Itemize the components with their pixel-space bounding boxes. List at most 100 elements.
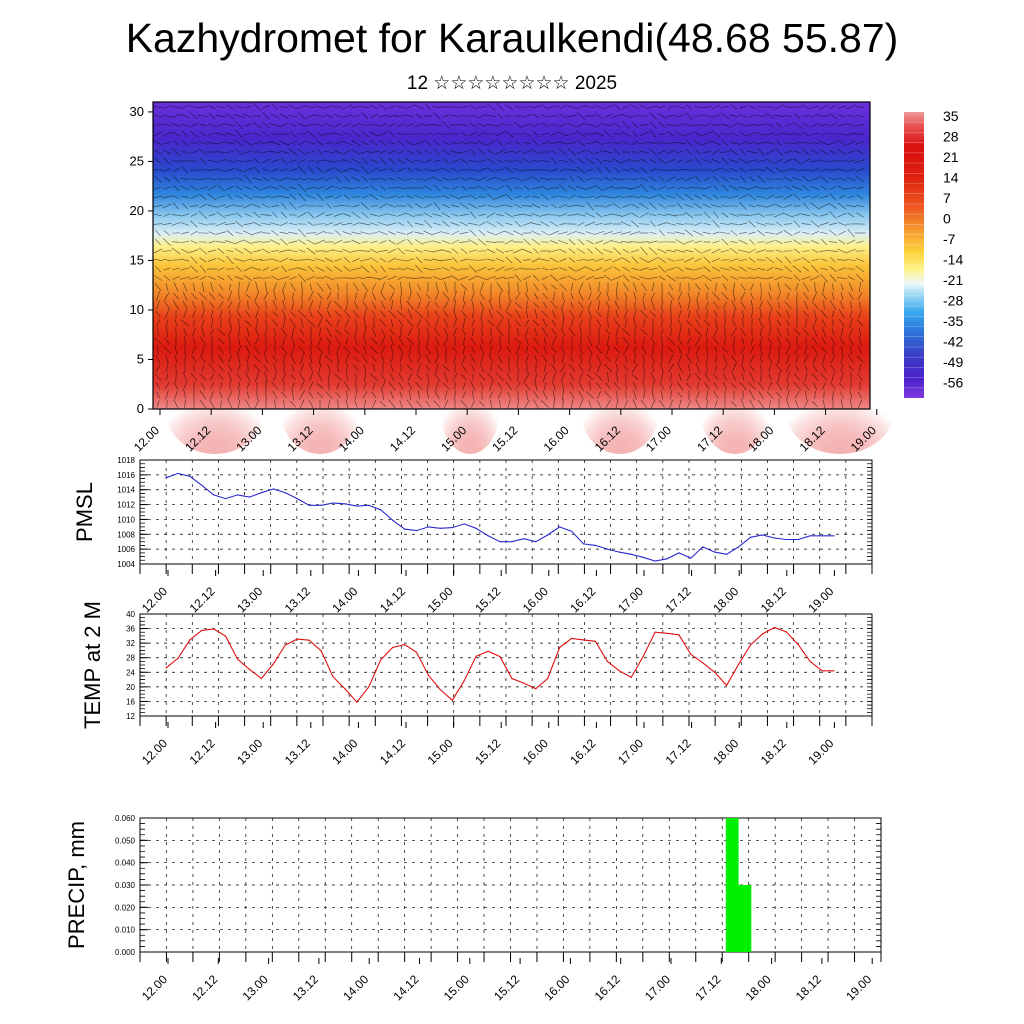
- wind-vectors: [152, 102, 866, 410]
- pmsl-data-point: [821, 535, 823, 537]
- precip-x-tick-label: 12.12: [189, 972, 220, 1003]
- temp-data-point: [571, 637, 573, 640]
- colorbar-label: -7: [943, 231, 956, 247]
- temp-data-point: [439, 689, 441, 691]
- temp-data-point: [654, 631, 656, 633]
- temp-data-point: [833, 670, 835, 672]
- precip-y-tick-label: 0.010: [115, 926, 136, 935]
- heatmap-x-tick-label: 14.12: [387, 423, 418, 454]
- precip-y-tick-label: 0.030: [115, 881, 136, 890]
- pmsl-x-tick-label: 13.00: [234, 584, 265, 615]
- temp-x-tick-label: 16.00: [520, 736, 551, 767]
- temp-data-point: [547, 677, 549, 680]
- precip-axis-label: PRECIP, mm: [64, 821, 89, 949]
- pmsl-data-point: [296, 498, 298, 500]
- colorbar-label: 0: [943, 211, 951, 227]
- temp-data-point: [738, 663, 740, 665]
- temp-data-point: [678, 634, 680, 636]
- temp-data-point: [475, 655, 477, 657]
- temp-data-point: [809, 660, 811, 663]
- precip-bottom-ticks: [139, 952, 882, 962]
- pmsl-data-point: [642, 556, 644, 558]
- pmsl-y-tick-label: 1012: [117, 501, 135, 510]
- temp-x-tick-label: 15.00: [425, 736, 456, 767]
- colorbar: 35 28 21 14 7 0 -7 -14 -21 -28 -35 -42 -49 -56: [904, 108, 963, 398]
- pmsl-data-point: [606, 548, 609, 550]
- pmsl-data-point: [535, 541, 537, 543]
- precip-x-tick-label: 16.12: [592, 972, 623, 1003]
- heatmap-y-tick-label: 25: [130, 153, 144, 168]
- temp-x-tick-label: 13.00: [234, 736, 265, 767]
- pmsl-data-point: [165, 477, 167, 479]
- precip-x-tick-label: 13.12: [290, 972, 321, 1003]
- pmsl-data-point: [523, 538, 525, 540]
- pmsl-data-point: [308, 504, 310, 506]
- temp-data-point: [248, 668, 251, 671]
- temp-data-point: [559, 646, 561, 649]
- temp-data-point: [630, 676, 632, 679]
- pmsl-x-tick-label: 17.00: [615, 584, 646, 615]
- pmsl-data-point: [392, 519, 394, 521]
- pmsl-data-point: [630, 553, 632, 555]
- precip-x-tick-label: 17.00: [642, 972, 673, 1003]
- colorbar-label: 21: [943, 149, 959, 165]
- pmsl-data-point: [439, 527, 441, 529]
- temp-y-tick-label: 20: [126, 683, 135, 692]
- precip-x-tick-label: 17.12: [692, 972, 723, 1003]
- pmsl-data-point: [248, 496, 251, 498]
- pmsl-x-tick-label: 18.12: [758, 584, 789, 615]
- precip-y-tick-label: 0.060: [115, 814, 136, 823]
- pmsl-x-tick-label: 16.12: [567, 584, 598, 615]
- temp-data-point: [726, 684, 728, 687]
- pmsl-data-point: [571, 530, 573, 532]
- precip-x-tick-label: 19.00: [843, 972, 874, 1003]
- colorbar-ramp: [904, 112, 924, 398]
- temp-data-point: [666, 632, 668, 634]
- pmsl-data-point: [702, 546, 704, 548]
- pmsl-data-point: [487, 535, 489, 537]
- temp-y-tick-label: 32: [126, 639, 135, 648]
- temp-y-tick-label: 12: [126, 712, 135, 721]
- pmsl-data-point: [749, 536, 752, 538]
- pmsl-panel: 1018 1016 1014 1012 1010 1008 1006 1004 PMSL 12.0…: [72, 456, 873, 615]
- pmsl-data-point: [726, 553, 728, 555]
- pmsl-x-tick-label: 12.00: [139, 584, 170, 615]
- temp-data-point: [714, 671, 716, 673]
- pmsl-data-point: [201, 484, 203, 486]
- temp-data-point: [535, 688, 537, 690]
- precip-x-tick-label: 15.12: [491, 972, 522, 1003]
- pmsl-data-point: [654, 560, 656, 562]
- temp-bottom-ticks: [139, 716, 873, 726]
- pmsl-x-tick-label: 13.12: [282, 584, 313, 615]
- temp-x-tick-label: 17.00: [615, 736, 646, 767]
- temp-data-point: [523, 682, 525, 684]
- pmsl-data-point: [797, 538, 799, 541]
- temp-y-tick-label: 16: [126, 697, 135, 706]
- temp-data-point: [749, 644, 752, 646]
- precip-y-tick-label: 0.020: [115, 903, 136, 912]
- temp-y-tick-label: 40: [126, 610, 135, 619]
- pmsl-data-point: [320, 504, 322, 506]
- temp-data-point: [225, 635, 227, 637]
- pmsl-data-point: [404, 528, 406, 530]
- pmsl-data-point: [761, 534, 764, 536]
- temp-x-tick-label: 18.00: [710, 736, 741, 767]
- temp-data-point: [761, 633, 764, 635]
- precip-bar: [725, 818, 739, 952]
- temp-data-point: [785, 631, 787, 633]
- temp-data-point: [690, 653, 692, 656]
- chart-title: Kazhydromet for Karaulkendi(48.68 55.87): [125, 15, 899, 61]
- precip-y-tick-label: 0.040: [115, 859, 136, 868]
- temp-x-tick-label: 15.12: [472, 736, 503, 767]
- temp-x-tick-label: 18.12: [758, 736, 789, 767]
- temp-axis-label: TEMP at 2 M: [80, 601, 105, 729]
- pmsl-data-point: [690, 557, 692, 559]
- temp-data-point: [797, 644, 799, 646]
- pmsl-data-point: [368, 504, 370, 506]
- temp-data-point: [511, 677, 513, 680]
- precip-grid: [140, 818, 881, 952]
- temp-data-point: [272, 663, 274, 665]
- pmsl-y-tick-label: 1008: [117, 530, 135, 539]
- pmsl-x-tick-label: 15.12: [472, 584, 503, 615]
- heatmap-field: [153, 102, 870, 409]
